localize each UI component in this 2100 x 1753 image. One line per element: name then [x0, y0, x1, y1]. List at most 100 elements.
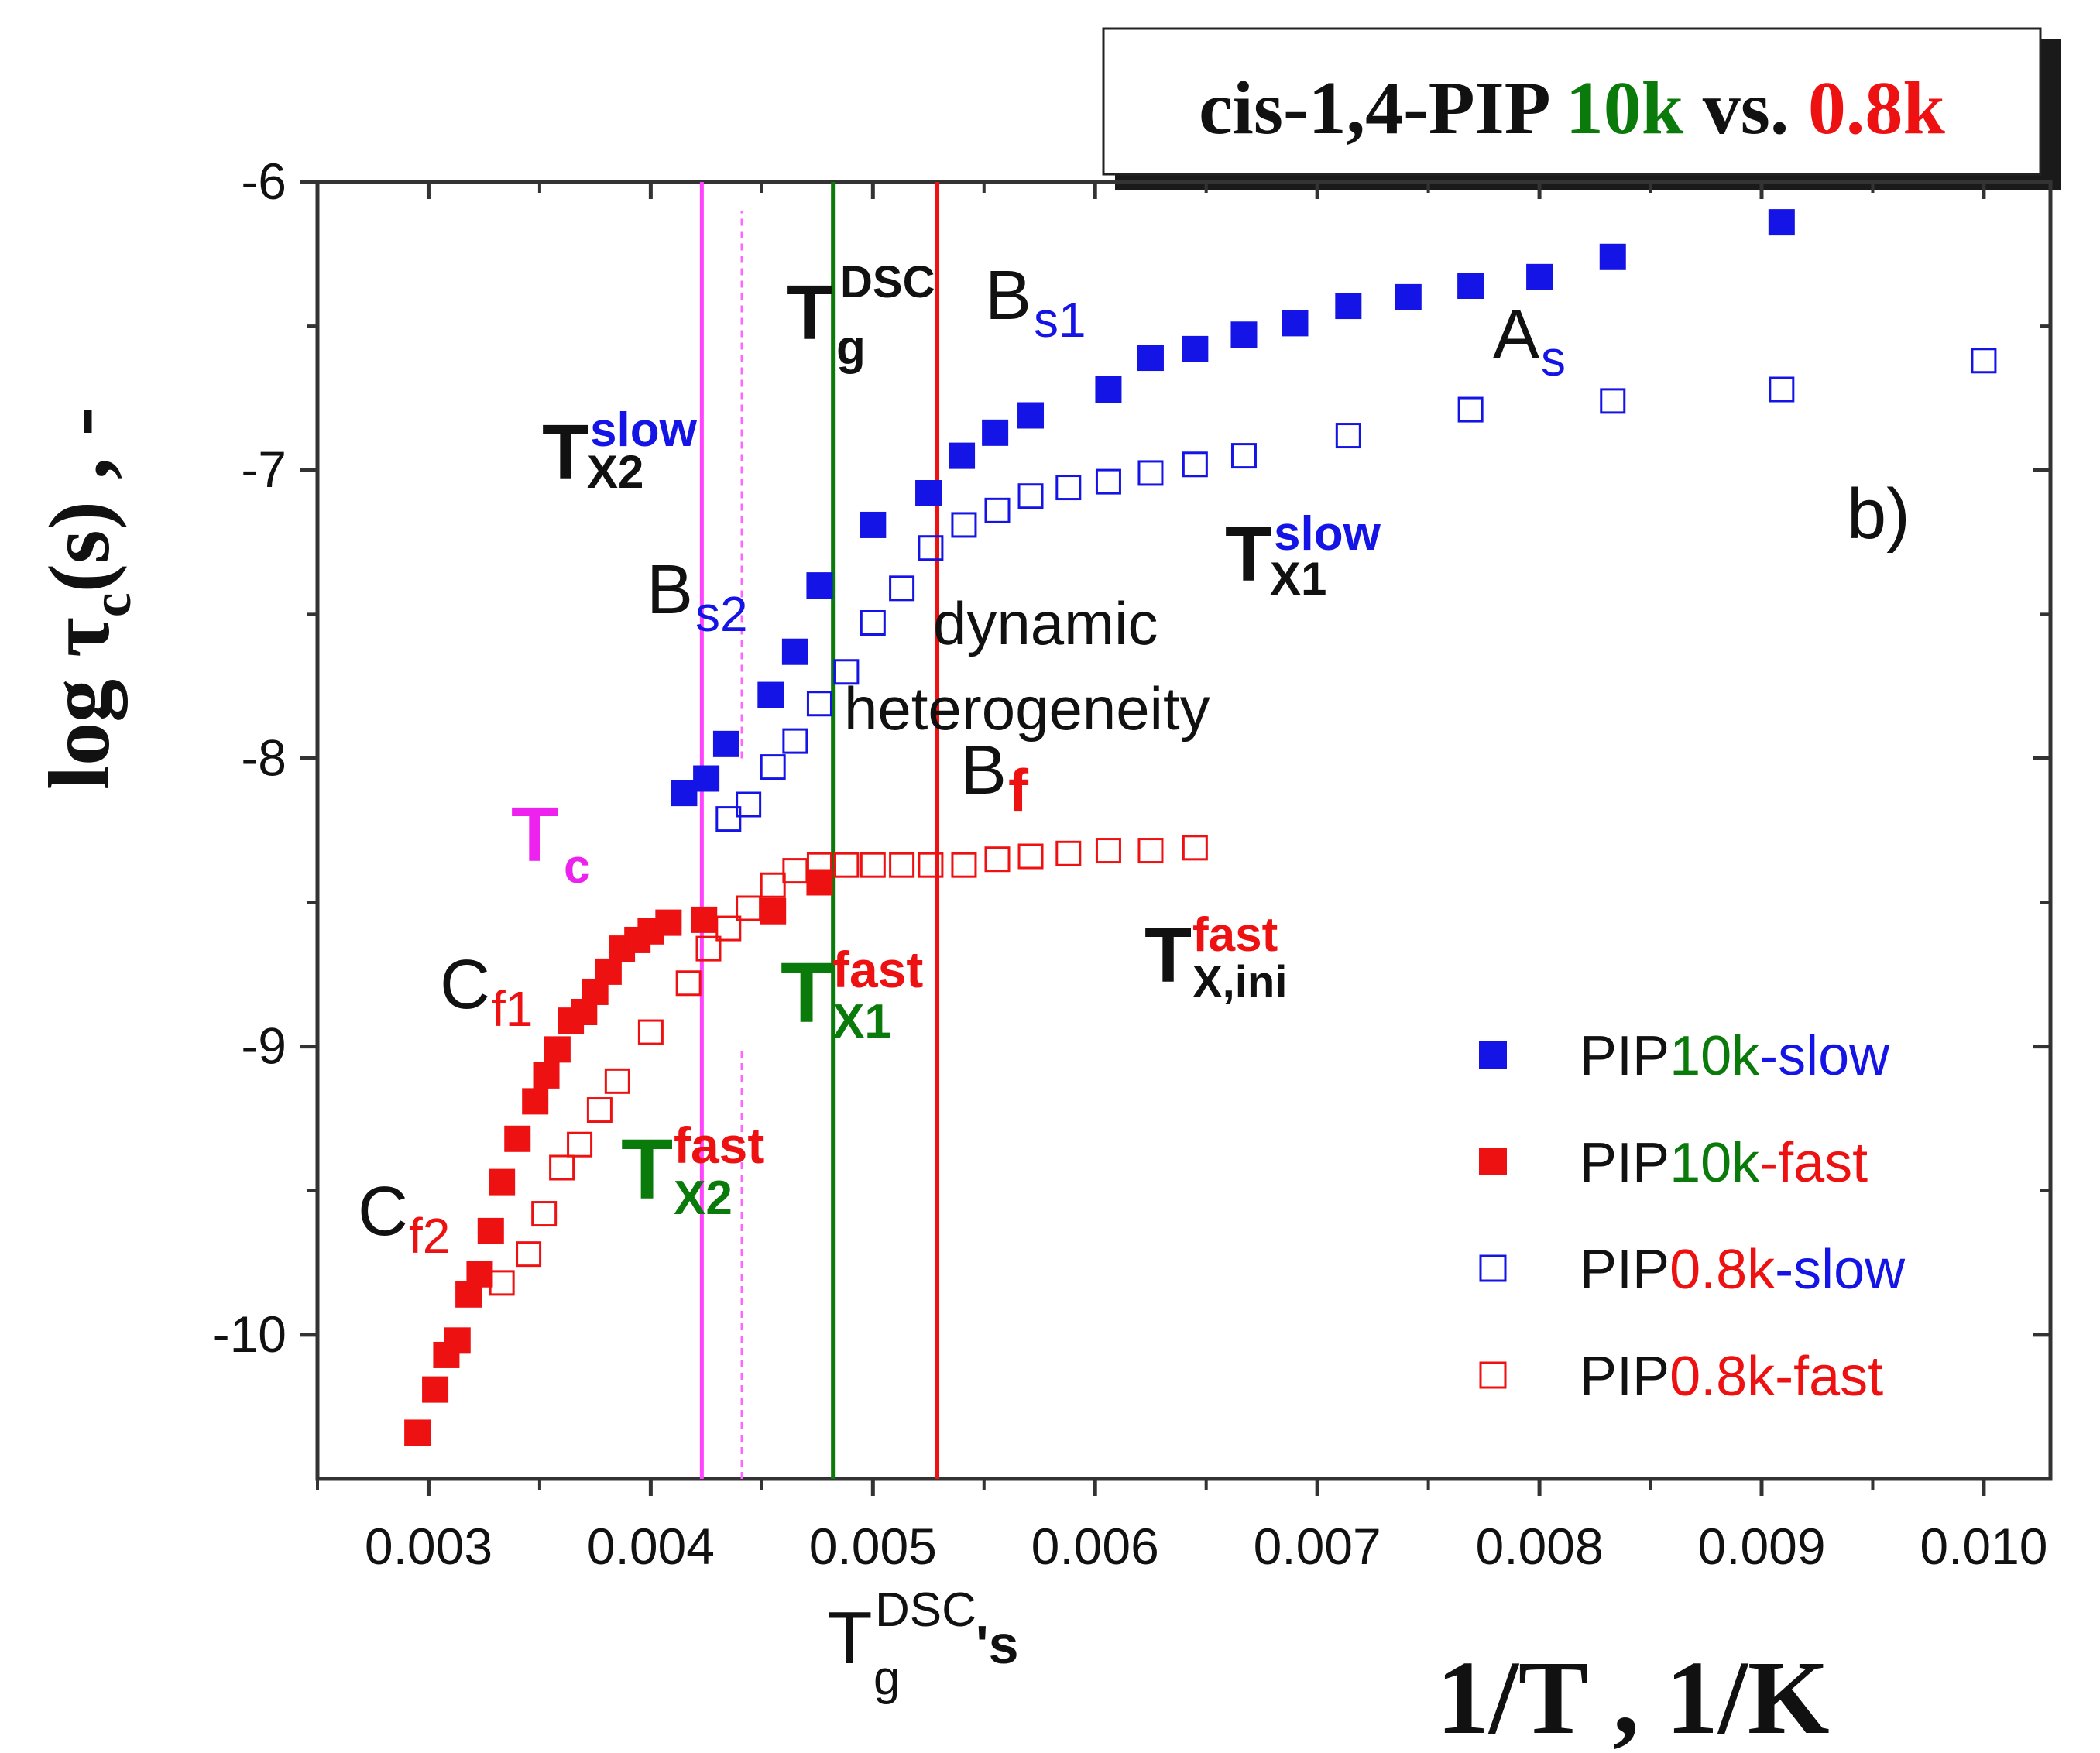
chart-title: cis-1,4-PIP 10k vs. 0.8k [1199, 67, 1945, 150]
data-point [1182, 451, 1208, 478]
data-point [760, 897, 787, 925]
data-point [833, 852, 860, 878]
data-point [1137, 345, 1164, 372]
data-point [1599, 243, 1626, 270]
data-point [984, 846, 1011, 873]
data-point [757, 681, 784, 708]
data-points [404, 209, 1997, 1446]
data-point [466, 1261, 493, 1288]
data-point [736, 895, 762, 921]
data-point [533, 1062, 560, 1089]
legend-marker [1479, 1041, 1507, 1069]
data-point [404, 1419, 431, 1446]
data-point [691, 906, 718, 933]
annotations: T DSC g Bs1 As Tslow X2 Tslow X1 Bs2 dynamic… [358, 257, 1566, 1264]
data-point [951, 852, 977, 878]
data-point [806, 869, 833, 896]
data-point [736, 791, 762, 818]
legend-item: PIP10k-slow [1479, 1025, 1890, 1087]
legend-marker [1479, 1148, 1507, 1175]
data-point [715, 806, 742, 832]
data-point [655, 909, 682, 936]
data-point [760, 872, 786, 898]
title-box: cis-1,4-PIP 10k vs. 0.8k [1102, 27, 2061, 190]
legend-item: PIP0.8k-slow [1479, 1239, 1906, 1301]
annotation-bf: Bf [960, 732, 1029, 825]
x-tick-label: 0.007 [1254, 1518, 1381, 1575]
annotation-heterogeneity: heterogeneity [844, 674, 1210, 743]
data-point [1138, 838, 1164, 864]
data-point [982, 419, 1009, 446]
legend-label: PIP10k-slow [1580, 1025, 1890, 1087]
x-axis: 0.003 0.004 0.005 0.006 0.007 0.008 0.009 0.010 [316, 182, 2048, 1575]
y-axis-title: log τc(s) , - [32, 407, 142, 790]
data-point [889, 575, 915, 602]
annotation-dynamic: dynamic [933, 589, 1158, 657]
annotation-tg-dsc: T DSC g [786, 257, 935, 375]
data-point [695, 935, 722, 962]
x-tick-label: 0.003 [365, 1518, 492, 1575]
data-point [1182, 335, 1209, 362]
data-point [1017, 483, 1044, 509]
data-point [860, 511, 887, 538]
data-point [781, 638, 808, 665]
annotation-tx1-fast: Tfast X1 [781, 941, 923, 1048]
legend-label: PIP0.8k-fast [1580, 1346, 1883, 1408]
x-axis-subtitle: TDSC's g [827, 1583, 1019, 1705]
data-point [1768, 209, 1795, 236]
data-point [949, 442, 976, 469]
y-tick-label: -9 [241, 1017, 287, 1075]
data-point [671, 780, 698, 807]
data-point [1095, 376, 1122, 403]
title-vs: vs. [1683, 67, 1808, 150]
series-PIP10k-fast [404, 869, 833, 1446]
data-point [1055, 840, 1082, 866]
data-point [860, 852, 886, 878]
x-tick-label: 0.009 [1697, 1518, 1825, 1575]
x-tick-label: 0.004 [587, 1518, 715, 1575]
annotation-tx2-fast: Tfast X2 [621, 1117, 764, 1225]
data-point [637, 1019, 664, 1045]
annotation-cf1: Cf1 [440, 946, 533, 1037]
legend-label: PIP10k-fast [1580, 1132, 1868, 1194]
data-point [951, 512, 977, 538]
y-axis: -6 -7 -8 -9 -10 [213, 153, 2050, 1363]
title-08k: 0.8k [1808, 67, 1946, 150]
title-10k: 10k [1566, 67, 1684, 150]
annotation-tx-ini-fast: Tfast X,ini [1144, 908, 1287, 1007]
data-point [422, 1376, 449, 1403]
data-point [1282, 310, 1309, 337]
data-point [675, 970, 702, 997]
data-point [544, 1036, 571, 1063]
data-point [806, 852, 832, 878]
annotation-bs1: Bs1 [985, 257, 1086, 348]
data-point [1395, 283, 1422, 310]
data-point [1055, 475, 1082, 501]
annotation-bs2: Bs2 [647, 551, 748, 642]
y-tick-label: -10 [213, 1305, 287, 1363]
legend: PIP10k-slow PIP10k-fast PIP0.8k-slow PIP0.8… [1479, 1025, 1906, 1408]
data-point [477, 1217, 504, 1244]
y-tick-label: -7 [241, 441, 287, 498]
legend-marker [1479, 1254, 1507, 1282]
data-point [549, 1154, 575, 1181]
data-point [918, 535, 944, 561]
data-point [1457, 396, 1484, 423]
data-point [489, 1270, 515, 1296]
data-point [522, 1088, 549, 1115]
data-point [531, 1201, 558, 1227]
data-point [595, 958, 622, 985]
data-point [1335, 423, 1361, 449]
y-tick-label: -6 [241, 153, 287, 210]
panel-label: b) [1847, 475, 1910, 554]
legend-item: PIP10k-fast [1479, 1132, 1868, 1194]
x-tick-label: 0.006 [1031, 1518, 1159, 1575]
legend-item: PIP0.8k-fast [1479, 1346, 1883, 1408]
data-point [984, 497, 1011, 523]
data-point [806, 691, 832, 717]
data-point [1971, 348, 1997, 374]
data-point [860, 610, 886, 636]
data-point [604, 1068, 630, 1094]
data-point [782, 858, 808, 884]
